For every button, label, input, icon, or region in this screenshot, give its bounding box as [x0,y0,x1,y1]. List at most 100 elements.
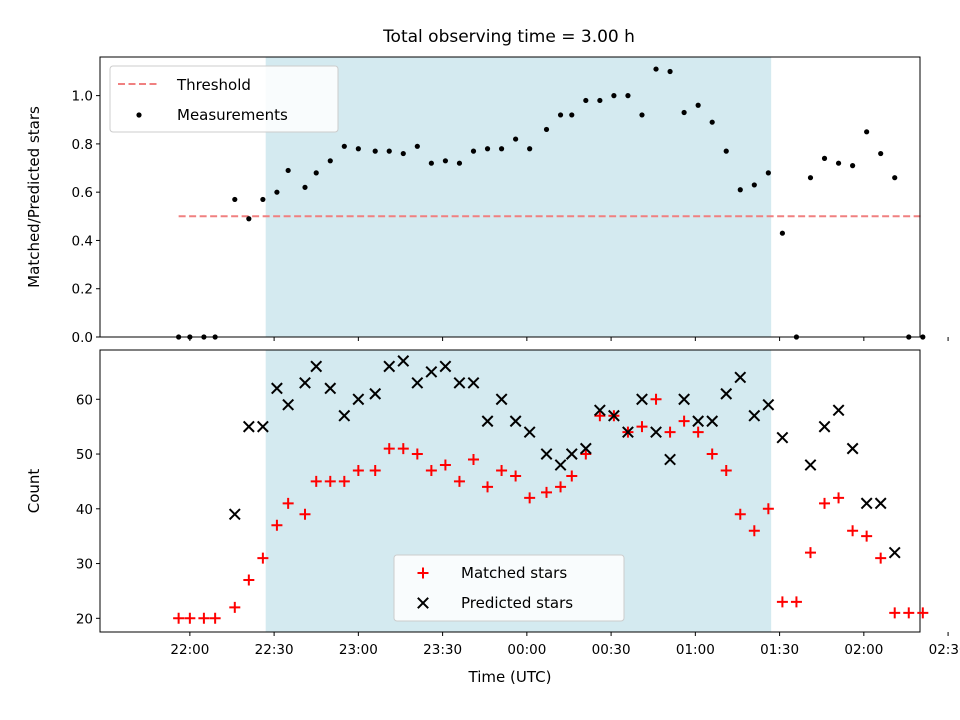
matched-stars-point [310,475,322,487]
measurement-point [414,143,420,149]
predicted-stars-point [607,409,620,422]
matched-stars-point [748,525,760,537]
matched-stars-point [397,443,409,455]
x-tick-label: 00:30 [592,642,631,658]
predicted-stars-point [720,387,733,400]
matched-stars-point [847,525,859,537]
predicted-stars-point [554,459,567,471]
measurement-point [428,160,434,166]
measurement-point [513,136,519,142]
predicted-stars-point [397,355,410,367]
measurement-point [892,175,898,181]
measurement-point [386,148,392,154]
measurement-point [920,334,926,340]
matched-stars-point [439,459,451,471]
predicted-stars-point [804,459,817,471]
chart-title: Total observing time = 3.00 h [382,27,635,47]
predicted-stars-point [439,360,452,373]
predicted-stars-point [748,409,761,422]
predicted-stars-point [509,415,522,428]
measurement-point [176,334,182,340]
matched-stars-point [594,410,606,422]
measurement-point [260,196,266,203]
predicted-stars-point [776,431,789,444]
matched-stars-point [734,508,746,520]
x-tick-label: 02:30 [929,642,960,658]
predicted-stars-point [678,393,691,406]
measurement-point [232,196,238,203]
measurement-point [793,334,800,340]
predicted-stars-point [228,508,241,521]
top-panel: 0.0 0.2 0.4 0.6 0.8 1.0 Matched/Predicted star… [25,56,949,346]
matched-stars-point [173,612,185,624]
y-tick-label: 30 [76,557,93,573]
legend-box [109,65,339,133]
measurement-point [709,119,715,125]
measurement-point [372,148,378,154]
matched-stars-point [875,552,887,564]
matched-stars-point [299,508,311,520]
matched-stars-point [917,607,929,619]
legend-label: Measurements [177,106,288,124]
measurement-point [456,160,463,166]
legend-label: Threshold [176,76,251,94]
measurement-point [906,334,912,340]
measurement-point [327,158,333,164]
y-tick-label: 1.0 [72,89,93,105]
x-tick-label: 23:00 [339,642,378,658]
measurement-point [400,150,406,157]
measurement-point [470,148,477,154]
measurement-point [878,150,884,157]
measurement-point [639,112,645,118]
predicted-stars-point [495,393,508,406]
matched-stars-point [271,519,283,531]
matched-stars-point [804,547,816,559]
matched-stars-point [819,497,831,509]
predicted-stars-point [636,393,648,406]
matched-stars-point [566,470,578,482]
measurement-point [341,143,347,149]
measurement-point [765,170,771,176]
matched-stars-point [861,530,873,542]
matched-stars-point [184,612,196,624]
predicted-stars-point [324,382,337,395]
measurement-point [653,66,659,72]
matched-stars-point [833,492,845,504]
measurement-point [313,170,319,176]
measurement-point [779,230,785,236]
predicted-stars-point [579,442,592,455]
predicted-stars-point [453,376,466,389]
predicted-stars-point [271,382,283,395]
matched-stars-point [706,448,718,460]
measurement-point [543,126,550,133]
measurement-point [835,160,842,166]
predicted-stars-point [888,546,901,559]
measurement-point [302,184,308,190]
predicted-stars-point [593,404,606,417]
predicted-stars-point [299,376,311,389]
x-tick-label: 00:00 [507,642,546,658]
predicted-stars-point [467,376,480,389]
predicted-stars-point [860,497,873,510]
measurement-point [355,146,361,152]
predicted-stars-point [734,371,747,384]
matched-stars-point [580,448,592,460]
measurement-point [864,129,870,135]
measurement-point [625,93,631,99]
predicted-stars-point [832,404,845,417]
predicted-stars-point [523,426,536,439]
y-tick-label: 0.4 [72,233,93,249]
y-tick-label: 0.2 [72,282,93,298]
measurement-point [807,175,814,181]
measurement-point [737,187,743,193]
matched-stars-point [369,464,381,476]
predicted-stars-point [282,398,295,411]
bottom-panel: 20 30 40 50 60 22:00 22:30 23:00 23:30 00:00 00:30… [25,349,960,686]
measurement-point [611,93,617,99]
predicted-stars-point [256,420,269,433]
matched-stars-point [282,497,294,509]
matched-stars-point [383,443,395,455]
y-tick-label: 60 [76,392,93,408]
matched-stars-point [324,475,336,487]
matched-stars-point [541,486,553,498]
